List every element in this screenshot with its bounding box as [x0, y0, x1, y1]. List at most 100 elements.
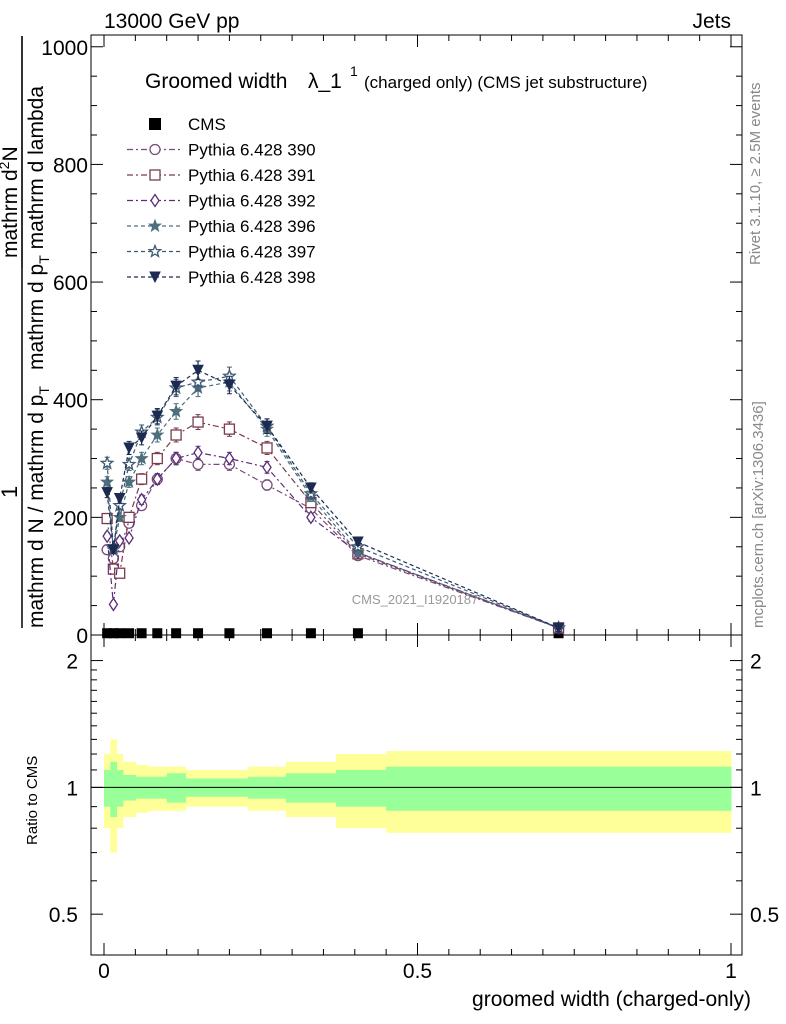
legend-entry: CMS	[149, 115, 226, 134]
series-line	[106, 451, 559, 629]
title-main: Groomed width	[145, 70, 287, 93]
data-point	[262, 460, 272, 475]
band-segment	[285, 773, 337, 803]
data-point	[262, 628, 273, 639]
data-point	[101, 487, 113, 499]
data-point	[114, 567, 126, 579]
data-point	[223, 379, 236, 392]
y-tick-label: 1000	[41, 37, 88, 60]
legend-marker	[150, 193, 160, 208]
series-pythia-6-428-397	[99, 366, 567, 635]
data-point	[224, 451, 235, 466]
legend-label: Pythia 6.428 392	[188, 192, 316, 211]
data-point	[134, 451, 149, 465]
x-tick-label: 1	[725, 960, 737, 983]
data-point	[114, 533, 125, 549]
band-segment	[386, 766, 732, 811]
data-point	[107, 544, 120, 556]
data-point	[150, 427, 165, 442]
data-point	[170, 380, 182, 393]
data-point	[261, 479, 273, 491]
x-tick-label: 0	[98, 960, 110, 983]
data-point	[135, 432, 148, 445]
ratio-axis-ticks: 0.5 0.5 1 1 2 2	[49, 651, 779, 928]
data-point	[171, 628, 182, 639]
y-tick-label: 600	[53, 272, 88, 295]
ratio-tick-label: 2	[66, 651, 78, 674]
data-point	[124, 628, 135, 639]
data-point	[122, 474, 137, 489]
legend-marker	[149, 169, 161, 181]
y-tick-label: 800	[53, 154, 88, 177]
x-tick-labels: 0 0.5 1	[98, 960, 737, 983]
data-point	[305, 628, 316, 639]
legend: CMS Pythia 6.428 390 Pythia 6.428 391 Pythi…	[127, 115, 316, 287]
data-point	[169, 404, 184, 418]
legend-marker	[149, 118, 161, 130]
ratio-y-label: Ratio to CMS	[24, 756, 41, 845]
rivet-label: Rivet 3.1.10, ≥ 2.5M events	[747, 83, 764, 266]
data-point	[108, 597, 119, 612]
band-segment	[166, 773, 187, 803]
data-point	[170, 429, 182, 441]
data-point	[171, 451, 181, 466]
y-axis-label: 1 mathrm d N / mathrm d pT mathrm d2N ma…	[0, 36, 52, 628]
legend-entry: Pythia 6.428 392	[127, 192, 316, 211]
data-point	[192, 416, 204, 428]
data-point	[152, 471, 163, 487]
data-point	[306, 510, 316, 525]
title-paren: (charged only) (CMS jet substructure)	[364, 73, 647, 92]
legend-label: Pythia 6.428 397	[188, 243, 316, 262]
data-point	[136, 628, 147, 639]
data-point	[352, 536, 364, 549]
data-point	[151, 410, 164, 423]
legend-entry: Pythia 6.428 390	[127, 141, 316, 160]
data-point	[102, 529, 112, 544]
data-point	[352, 628, 363, 639]
series-pythia-6-428-391	[101, 414, 565, 634]
data-point	[261, 442, 273, 454]
band-segment	[116, 769, 124, 807]
data-point	[305, 482, 317, 495]
data-point	[113, 493, 126, 505]
data-point	[112, 510, 127, 524]
data-point	[112, 497, 128, 512]
legend-entry: Pythia 6.428 397	[127, 243, 316, 262]
legend-marker	[147, 243, 163, 258]
main-data-layer	[99, 360, 567, 639]
y-label-lead-numerator: 1	[0, 486, 22, 498]
legend-marker	[147, 218, 163, 233]
legend-label: Pythia 6.428 396	[188, 217, 316, 236]
legend-label: Pythia 6.428 391	[188, 166, 316, 185]
series-pythia-6-428-398	[101, 360, 565, 635]
ratio-tick-label: 1	[66, 777, 78, 800]
data-point	[152, 628, 163, 639]
data-point	[101, 512, 113, 525]
data-point	[136, 492, 147, 507]
y-label-numerator: mathrm d2N	[0, 146, 22, 258]
data-point	[192, 458, 204, 471]
series-pythia-6-428-396	[100, 372, 566, 634]
y-label-lead-denominator: mathrm d N / mathrm d pT	[25, 386, 52, 628]
data-point	[99, 455, 115, 470]
data-point	[190, 374, 206, 389]
y-tick-label: 400	[53, 390, 88, 413]
legend-label: CMS	[188, 115, 226, 134]
band-segment	[335, 769, 387, 807]
data-point	[261, 420, 273, 433]
data-point	[121, 456, 137, 471]
series-pythia-6-428-392	[102, 445, 564, 636]
y-tick-label: 0	[76, 625, 88, 648]
x-axis-label: groomed width (charged-only)	[472, 988, 751, 1011]
x-tick-label: 0.5	[403, 960, 432, 983]
data-point	[123, 442, 135, 455]
ratio-plot-frame	[90, 634, 743, 956]
legend-marker	[149, 143, 161, 156]
legend-entry: Pythia 6.428 396	[127, 217, 316, 236]
data-point	[114, 628, 125, 639]
data-point	[151, 452, 163, 465]
data-point	[223, 423, 236, 435]
data-point	[135, 473, 148, 485]
plot-title: Groomed width λ_1 1 (charged only) (CMS …	[145, 63, 647, 93]
